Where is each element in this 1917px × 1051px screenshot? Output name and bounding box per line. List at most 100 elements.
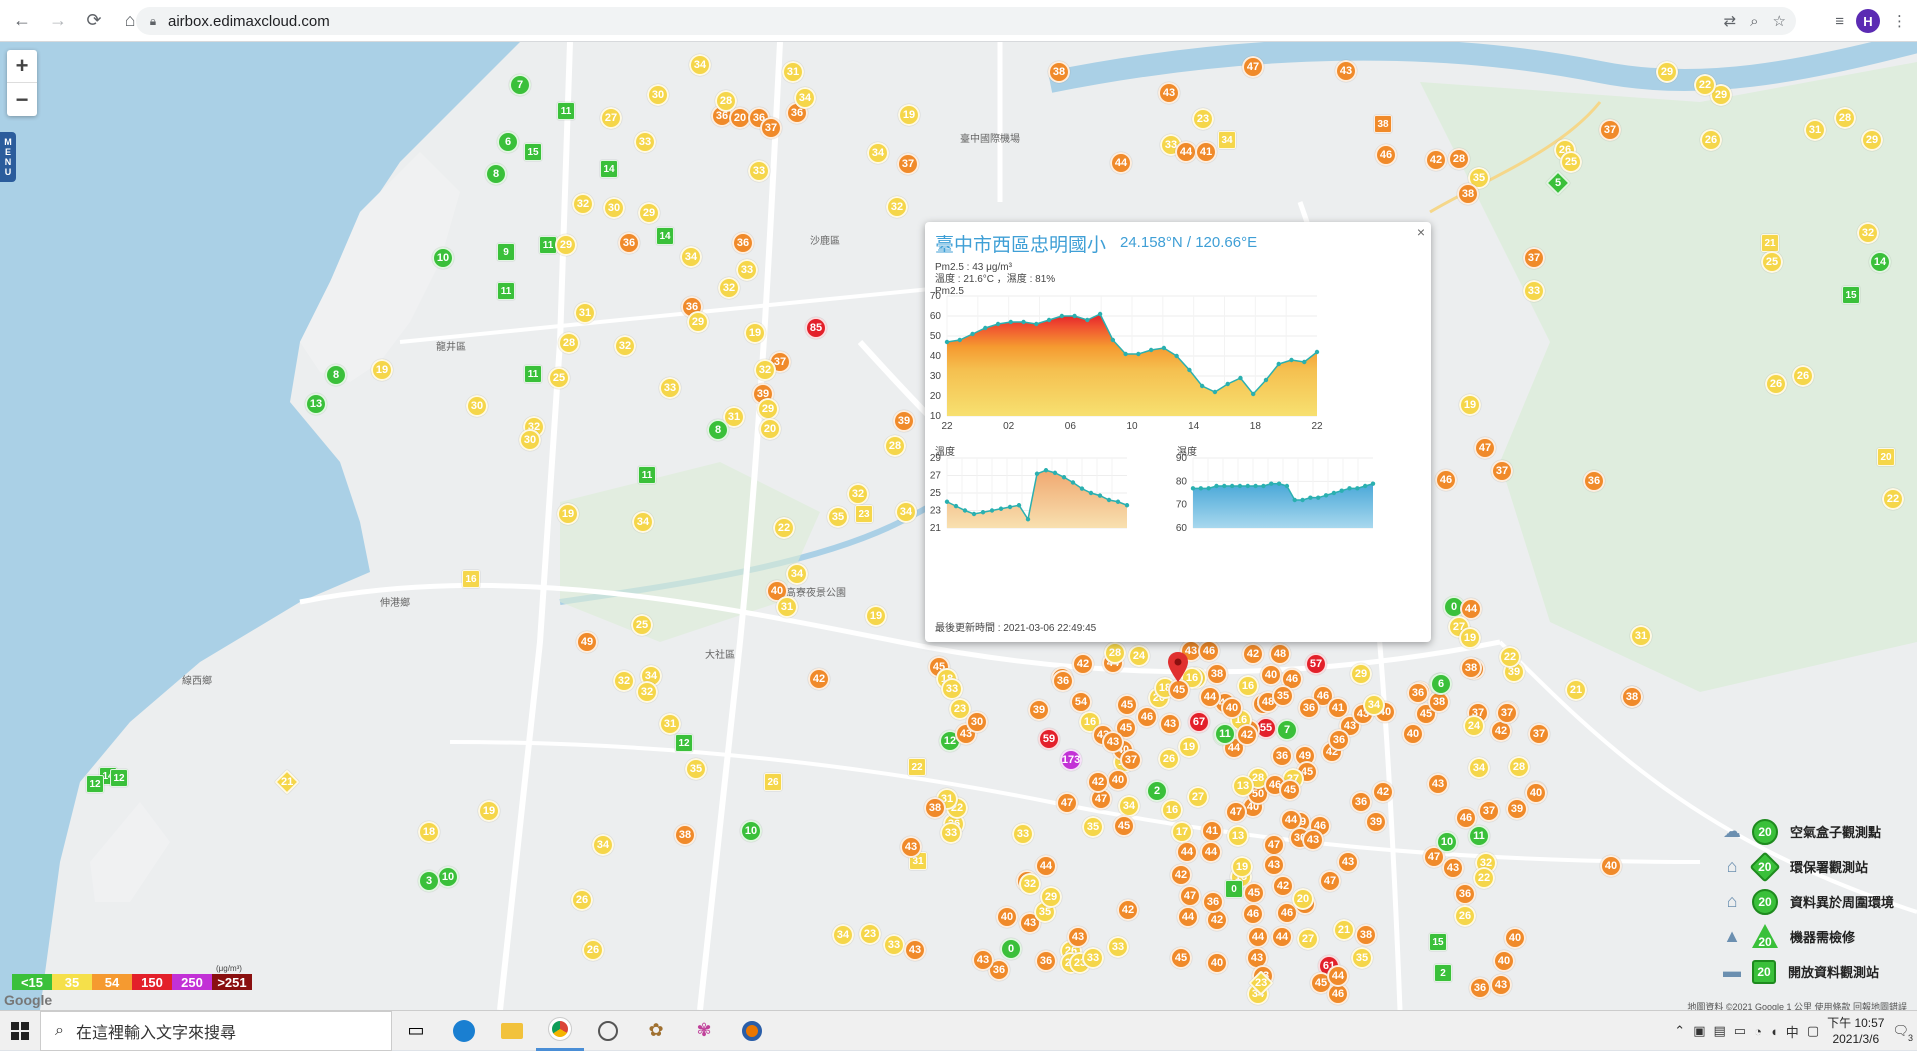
station-marker[interactable]: 25 — [1560, 151, 1582, 173]
taskbar-clock[interactable]: 下午 10:57 2021/3/6 — [1827, 1015, 1884, 1047]
station-marker[interactable]: 39 — [1506, 798, 1528, 820]
station-marker[interactable]: 13 — [1227, 825, 1249, 847]
back-icon[interactable]: ← — [13, 10, 31, 30]
station-marker[interactable]: 23 — [949, 698, 971, 720]
station-marker[interactable]: 46 — [1281, 668, 1303, 690]
station-marker[interactable]: 36 — [1328, 729, 1350, 751]
station-marker[interactable]: 22 — [1499, 646, 1521, 668]
station-marker[interactable]: 38 — [1048, 61, 1070, 83]
station-marker[interactable]: 36 — [988, 959, 1010, 981]
station-marker[interactable]: 25 — [631, 614, 653, 636]
station-marker[interactable]: 33 — [1107, 936, 1129, 958]
station-marker[interactable]: 26 — [1158, 748, 1180, 770]
station-marker[interactable]: 39 — [1365, 811, 1387, 833]
station-marker[interactable]: 37 — [1528, 723, 1550, 745]
station-marker[interactable]: 15 — [1429, 933, 1447, 951]
station-marker[interactable]: 23 — [1192, 108, 1214, 130]
station-marker[interactable]: 31 — [1804, 119, 1826, 141]
chrome-icon[interactable] — [536, 1011, 584, 1051]
station-marker[interactable]: 34 — [867, 142, 889, 164]
tray-network-drive-icon[interactable]: ▤ — [1713, 1023, 1726, 1038]
station-marker[interactable]: 8 — [485, 163, 507, 185]
station-marker[interactable]: 44 — [1176, 841, 1198, 863]
station-marker[interactable]: 42 — [808, 668, 830, 690]
profile-avatar[interactable]: H — [1856, 9, 1880, 33]
station-marker[interactable]: 46 — [1375, 144, 1397, 166]
station-marker[interactable]: 19 — [744, 322, 766, 344]
station-marker[interactable]: 45 — [1279, 779, 1301, 801]
station-marker[interactable]: 46 — [1276, 902, 1298, 924]
station-marker[interactable]: 47 — [1179, 885, 1201, 907]
station-marker[interactable]: 26 — [571, 889, 593, 911]
station-marker[interactable]: 35 — [1082, 816, 1104, 838]
station-marker[interactable]: 47 — [1319, 870, 1341, 892]
station-marker[interactable]: 31 — [782, 61, 804, 83]
station-marker[interactable]: 37 — [1523, 247, 1545, 269]
station-marker[interactable]: 36 — [1271, 745, 1293, 767]
station-marker[interactable]: 38 — [1457, 183, 1479, 205]
station-marker[interactable]: 20 — [759, 418, 781, 440]
station-marker[interactable]: 43 — [972, 949, 994, 971]
station-marker[interactable]: 47 — [1263, 834, 1285, 856]
station-marker[interactable]: 8 — [707, 419, 729, 441]
station-marker[interactable]: 42 — [1372, 781, 1394, 803]
station-marker[interactable]: 33 — [1082, 947, 1104, 969]
station-marker[interactable]: 21 — [1333, 919, 1355, 941]
station-marker[interactable]: 38 — [1621, 686, 1643, 708]
station-marker[interactable]: 47 — [1423, 846, 1445, 868]
station-marker[interactable]: 39 — [893, 410, 915, 432]
station-marker[interactable]: 33 — [634, 131, 656, 153]
station-marker[interactable]: 27 — [600, 107, 622, 129]
station-marker[interactable]: 37 — [1599, 119, 1621, 141]
station-marker[interactable]: 9 — [497, 243, 515, 261]
station-marker[interactable]: 19 — [1459, 627, 1481, 649]
station-marker[interactable]: 10 — [437, 866, 459, 888]
station-marker[interactable]: 7 — [509, 74, 531, 96]
station-marker[interactable]: 26 — [1765, 373, 1787, 395]
station-marker[interactable]: 49 — [576, 631, 598, 653]
station-marker[interactable]: 40 — [1260, 664, 1282, 686]
station-marker[interactable]: 19 — [478, 800, 500, 822]
station-marker[interactable]: 13 — [305, 393, 327, 415]
translate-icon[interactable]: ⇄ — [1723, 13, 1737, 30]
station-marker[interactable]: 35 — [827, 506, 849, 528]
station-marker[interactable]: 29 — [1350, 663, 1372, 685]
station-marker[interactable]: 28 — [715, 90, 737, 112]
station-marker[interactable]: 44 — [1177, 906, 1199, 928]
station-marker[interactable]: 36 — [732, 232, 754, 254]
station-marker[interactable]: 40 — [1221, 697, 1243, 719]
station-marker[interactable]: 10 — [740, 820, 762, 842]
home-icon[interactable]: ⌂ — [124, 10, 136, 30]
station-marker[interactable]: 13 — [1232, 775, 1254, 797]
station-marker[interactable]: 29 — [1040, 886, 1062, 908]
app-icon-tool[interactable]: ✾ — [696, 1020, 712, 1040]
station-marker[interactable]: 33 — [1523, 280, 1545, 302]
station-marker[interactable]: 12 — [675, 734, 693, 752]
station-marker[interactable]: 29 — [687, 311, 709, 333]
station-marker[interactable]: 19 — [371, 359, 393, 381]
station-marker[interactable]: 22 — [908, 758, 926, 776]
station-marker[interactable]: 20 — [1877, 448, 1895, 466]
station-marker[interactable]: 11 — [638, 466, 656, 484]
reading-list-icon[interactable]: ≡ — [1835, 12, 1844, 30]
station-marker[interactable]: 31 — [723, 406, 745, 428]
station-marker[interactable]: 14 — [656, 227, 674, 245]
station-marker[interactable]: 0 — [1225, 880, 1243, 898]
station-marker[interactable]: 43 — [1427, 773, 1449, 795]
station-marker[interactable]: 0 — [1000, 938, 1022, 960]
station-marker[interactable]: 44 — [1200, 841, 1222, 863]
station-marker[interactable]: 43 — [1490, 974, 1512, 996]
station-marker[interactable]: 32 — [614, 335, 636, 357]
station-marker[interactable]: 6 — [1430, 673, 1452, 695]
station-marker[interactable]: 29 — [1656, 61, 1678, 83]
station-marker[interactable]: 42 — [1425, 149, 1447, 171]
station-marker[interactable]: 29 — [1861, 129, 1883, 151]
station-marker[interactable]: 19 — [1231, 856, 1253, 878]
station-marker[interactable]: 33 — [659, 377, 681, 399]
station-marker[interactable]: 28 — [884, 435, 906, 457]
station-marker[interactable]: 37 — [1491, 460, 1513, 482]
station-marker[interactable]: 44 — [1460, 598, 1482, 620]
blender-icon[interactable] — [728, 1011, 776, 1051]
station-marker[interactable]: 43 — [1263, 854, 1285, 876]
station-marker[interactable]: 42 — [1272, 875, 1294, 897]
